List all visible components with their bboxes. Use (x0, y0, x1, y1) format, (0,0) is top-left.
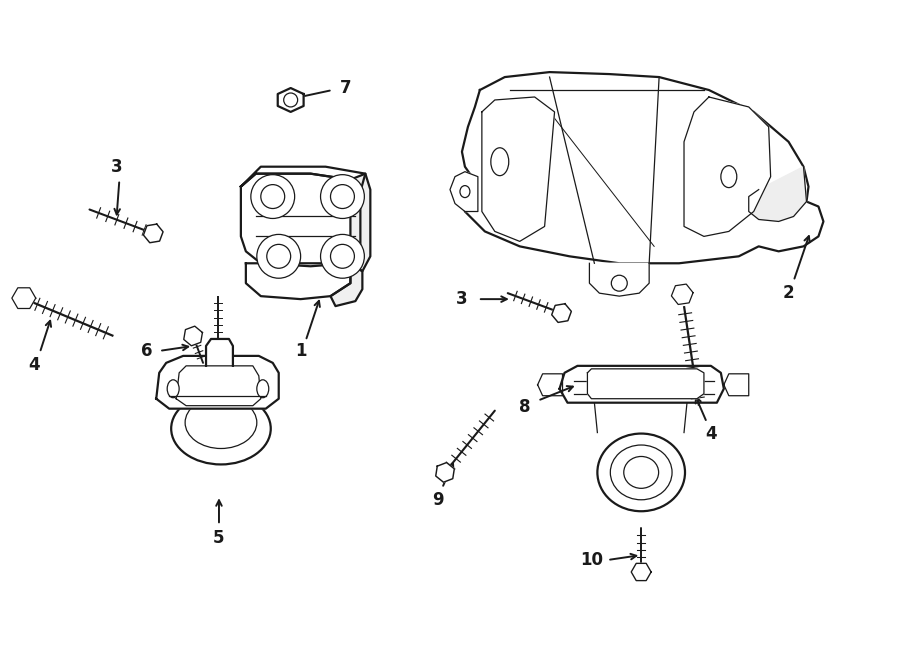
Text: 3: 3 (111, 158, 122, 176)
Ellipse shape (256, 380, 269, 398)
Text: 7: 7 (339, 79, 351, 97)
Polygon shape (590, 263, 649, 296)
Polygon shape (588, 369, 704, 399)
Ellipse shape (185, 397, 256, 449)
Polygon shape (241, 167, 365, 192)
Ellipse shape (610, 445, 672, 500)
Circle shape (284, 93, 298, 107)
Ellipse shape (171, 393, 271, 465)
Text: 2: 2 (783, 284, 795, 302)
Circle shape (320, 235, 364, 278)
Text: 4: 4 (28, 356, 40, 374)
Text: 5: 5 (213, 529, 225, 547)
Polygon shape (462, 72, 824, 263)
Circle shape (261, 184, 284, 208)
Ellipse shape (721, 166, 737, 188)
Ellipse shape (167, 380, 179, 398)
Polygon shape (537, 374, 562, 396)
Polygon shape (350, 174, 370, 271)
Polygon shape (157, 356, 279, 408)
Polygon shape (330, 263, 363, 306)
Polygon shape (176, 366, 261, 406)
Polygon shape (143, 224, 163, 243)
Text: 4: 4 (705, 424, 716, 443)
Polygon shape (684, 97, 770, 237)
Circle shape (330, 245, 355, 268)
Circle shape (251, 175, 294, 219)
Polygon shape (724, 374, 749, 396)
Polygon shape (206, 339, 233, 366)
Polygon shape (241, 174, 360, 266)
Polygon shape (482, 97, 554, 241)
Polygon shape (749, 167, 806, 221)
Circle shape (320, 175, 364, 219)
Polygon shape (552, 304, 572, 323)
Polygon shape (278, 88, 303, 112)
Text: 6: 6 (140, 342, 152, 360)
Ellipse shape (460, 186, 470, 198)
Circle shape (330, 184, 355, 208)
Text: 8: 8 (519, 398, 530, 416)
Polygon shape (436, 463, 454, 483)
Polygon shape (450, 172, 478, 212)
Polygon shape (246, 263, 350, 299)
Text: 1: 1 (295, 342, 306, 360)
Circle shape (256, 235, 301, 278)
Polygon shape (184, 326, 202, 346)
Polygon shape (12, 288, 36, 309)
Circle shape (611, 275, 627, 291)
Ellipse shape (598, 434, 685, 511)
Text: 3: 3 (456, 290, 468, 308)
Text: 9: 9 (432, 491, 444, 509)
Circle shape (266, 245, 291, 268)
Polygon shape (560, 366, 724, 403)
Ellipse shape (491, 148, 508, 176)
Text: 10: 10 (580, 551, 603, 569)
Polygon shape (671, 284, 693, 305)
Polygon shape (631, 563, 652, 580)
Ellipse shape (624, 457, 659, 488)
